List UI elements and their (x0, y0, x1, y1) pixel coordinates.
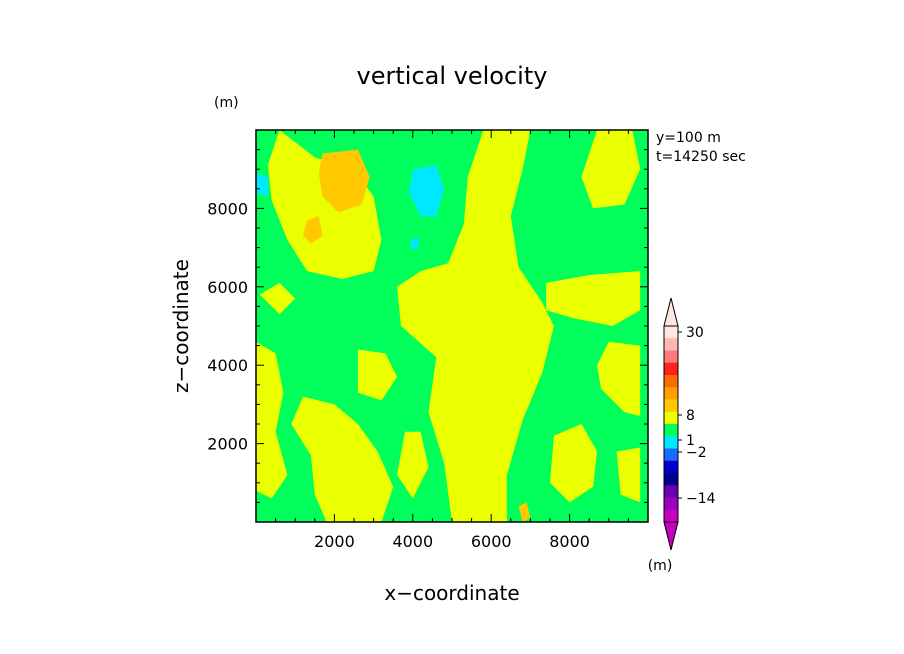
colorbar-segment (664, 375, 678, 388)
colorbar-tick-label: −14 (686, 491, 716, 507)
contour-region-yellow-1 (397, 130, 554, 522)
colorbar-tick-label: −2 (686, 445, 707, 461)
y-axis-label: z−coordinate (169, 259, 193, 393)
contour-region-yellow-2 (581, 130, 641, 209)
contour-region-yellow-11 (616, 447, 641, 503)
colorbar-segment (664, 485, 678, 498)
y-tick-label: 4000 (207, 356, 248, 375)
contour-region-yellow-0 (267, 130, 382, 279)
chart-title: vertical velocity (357, 62, 548, 90)
contour-region-yellow-8 (550, 424, 597, 503)
contour-region-yellow-3 (546, 271, 641, 326)
colorbar-segment (664, 497, 678, 511)
contour-region-yellow-7 (397, 431, 429, 499)
contour-region-yellow-9 (357, 349, 398, 401)
contour-region-orange-13 (303, 216, 323, 244)
x-tick-label: 6000 (471, 532, 512, 551)
x-tick-label: 2000 (314, 532, 355, 551)
y-axis-unit: (m) (214, 95, 239, 111)
contour-region-orange-12 (318, 149, 370, 213)
annotation-y-position: y=100 m (656, 130, 721, 146)
colorbar-unit: (m) (648, 558, 673, 574)
colorbar-segment (664, 448, 678, 462)
x-tick-label: 8000 (549, 532, 590, 551)
axes: 2000 4000 6000 8000 2000 4000 6000 8000 (207, 129, 649, 551)
colorbar-segment (664, 387, 678, 400)
colorbar-segment (664, 509, 678, 523)
colorbar-segment (664, 424, 678, 437)
colorbar-segment (664, 338, 678, 351)
contour-region-yellow-6 (291, 396, 394, 522)
colorbar-segment (664, 350, 678, 364)
colorbar-segment (664, 411, 678, 425)
colorbar-top-arrow (663, 297, 679, 327)
annotation-time: t=14250 sec (656, 149, 746, 165)
plot-area (256, 130, 648, 522)
colorbar-segment (664, 460, 678, 474)
contour-region-cyan-17 (410, 237, 419, 250)
y-tick-label: 8000 (207, 199, 248, 218)
colorbar-tick-label: 8 (686, 408, 695, 424)
colorbar-segment (664, 399, 678, 413)
y-tick-label: 2000 (207, 435, 248, 454)
x-tick-label: 4000 (392, 532, 433, 551)
colorbar-tick-label: 1 (686, 433, 695, 449)
contour-region-yellow-4 (597, 341, 641, 417)
colorbar-bottom-arrow (663, 521, 679, 551)
colorbar-segment (664, 362, 678, 376)
x-axis-label: x−coordinate (384, 581, 519, 605)
colorbar-segment (664, 436, 678, 449)
contour-region-orange-14 (518, 502, 531, 522)
colorbar-frame (663, 325, 679, 523)
contour-region-cyan-16 (256, 173, 268, 197)
colorbar-segment (664, 326, 678, 339)
contour-region-yellow-5 (256, 341, 288, 499)
contour-region-cyan-15 (408, 165, 445, 217)
colorbar-segment (664, 473, 678, 486)
y-tick-label: 6000 (207, 278, 248, 297)
contour-region-yellow-10 (259, 282, 296, 315)
colorbar: 30 8 1−2 −14 (663, 297, 716, 551)
colorbar-tick-label: 30 (686, 325, 704, 341)
